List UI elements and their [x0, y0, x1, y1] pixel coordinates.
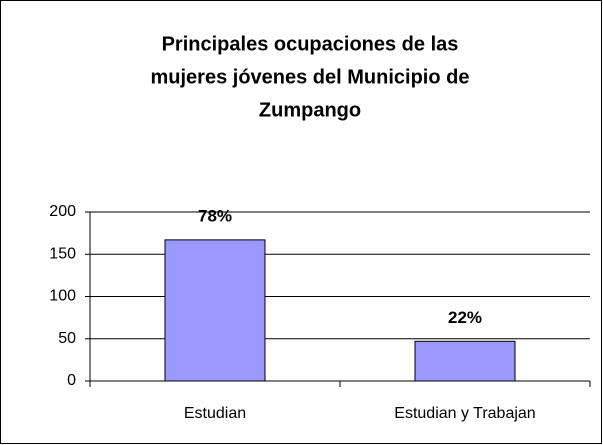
- bar: [414, 340, 516, 382]
- data-label: 78%: [198, 206, 232, 225]
- y-tick-label: 50: [58, 330, 76, 347]
- x-tick-label: Estudian: [184, 405, 246, 422]
- chart-title: Zumpango: [259, 99, 361, 121]
- x-tick-label: Estudian y Trabajan: [394, 405, 535, 422]
- y-tick-label: 200: [49, 203, 76, 220]
- y-tick-label: 100: [49, 288, 76, 305]
- bar: [164, 239, 266, 382]
- y-tick-label: 150: [49, 245, 76, 262]
- chart-title: Principales ocupaciones de las: [162, 33, 459, 55]
- y-tick-label: 0: [67, 372, 76, 389]
- data-label: 22%: [448, 308, 482, 327]
- chart-title: mujeres jóvenes del Municipio de: [151, 66, 470, 88]
